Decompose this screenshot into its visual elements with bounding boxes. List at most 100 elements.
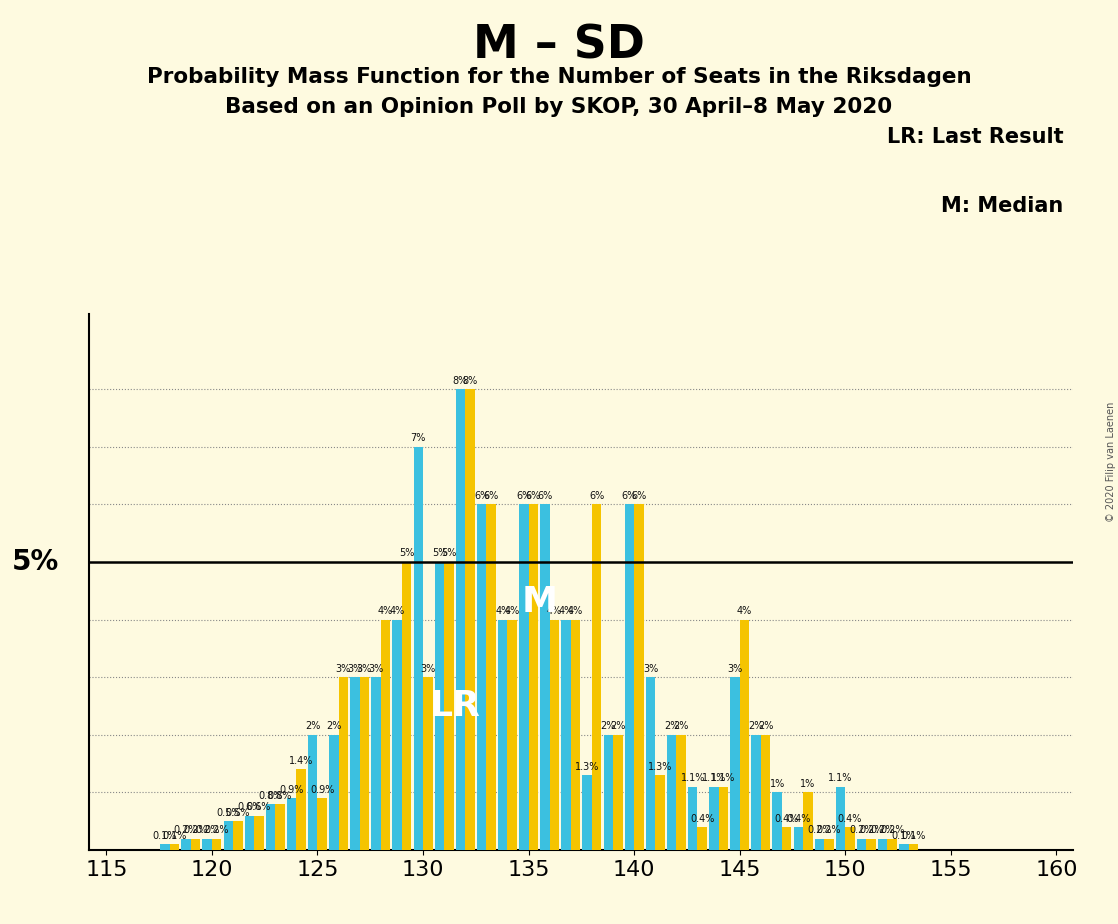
Text: M – SD: M – SD [473, 23, 645, 68]
Bar [465, 389, 475, 850]
Bar [625, 505, 634, 850]
Bar [646, 677, 655, 850]
Bar [688, 786, 698, 850]
Text: 2%: 2% [748, 722, 764, 732]
Text: 0.8%: 0.8% [268, 791, 292, 800]
Text: 1.3%: 1.3% [575, 761, 599, 772]
Bar [591, 505, 601, 850]
Text: 0.4%: 0.4% [786, 813, 811, 823]
Bar [655, 775, 665, 850]
Bar [360, 677, 369, 850]
Bar [296, 770, 306, 850]
Bar [666, 735, 676, 850]
Bar [836, 786, 845, 850]
Text: 3%: 3% [728, 663, 742, 674]
Bar [191, 839, 200, 850]
Text: 1%: 1% [769, 779, 785, 789]
Bar [815, 839, 824, 850]
Bar [392, 620, 401, 850]
Bar [245, 816, 254, 850]
Bar [604, 735, 613, 850]
Text: 0.5%: 0.5% [216, 808, 240, 818]
Text: 3%: 3% [643, 663, 659, 674]
Bar [381, 620, 390, 850]
Bar [730, 677, 740, 850]
Bar [318, 798, 326, 850]
Bar [435, 562, 444, 850]
Text: 1.1%: 1.1% [828, 773, 853, 784]
Text: 3%: 3% [357, 663, 372, 674]
Text: 0.6%: 0.6% [237, 802, 262, 812]
Text: 0.4%: 0.4% [775, 813, 799, 823]
Bar [456, 389, 465, 850]
Bar [719, 786, 728, 850]
Bar [224, 821, 233, 850]
Text: 1.1%: 1.1% [702, 773, 726, 784]
Text: 2%: 2% [673, 722, 689, 732]
Text: 0.9%: 0.9% [310, 784, 334, 795]
Text: 5%: 5% [442, 549, 456, 558]
Bar [444, 562, 454, 850]
Text: 0.9%: 0.9% [280, 784, 304, 795]
Text: 4%: 4% [558, 606, 574, 616]
Text: 0.2%: 0.2% [195, 825, 219, 835]
Text: 2%: 2% [600, 722, 616, 732]
Bar [508, 620, 517, 850]
Bar [307, 735, 318, 850]
Text: 0.2%: 0.2% [850, 825, 874, 835]
Text: 0.2%: 0.2% [173, 825, 198, 835]
Text: 4%: 4% [547, 606, 562, 616]
Text: 0.1%: 0.1% [162, 831, 187, 841]
Bar [794, 827, 803, 850]
Bar [529, 505, 538, 850]
Bar [740, 620, 749, 850]
Text: © 2020 Filip van Laenen: © 2020 Filip van Laenen [1106, 402, 1116, 522]
Text: LR: Last Result: LR: Last Result [887, 127, 1063, 147]
Bar [634, 505, 644, 850]
Bar [582, 775, 591, 850]
Text: 8%: 8% [463, 376, 477, 385]
Text: 6%: 6% [632, 491, 646, 501]
Text: 1.4%: 1.4% [288, 756, 313, 766]
Text: 1.1%: 1.1% [681, 773, 705, 784]
Bar [909, 845, 918, 850]
Text: 5%: 5% [399, 549, 415, 558]
Bar [773, 793, 781, 850]
Bar [414, 446, 423, 850]
Bar [698, 827, 707, 850]
Bar [550, 620, 559, 850]
Bar [170, 845, 179, 850]
Bar [571, 620, 580, 850]
Bar [878, 839, 888, 850]
Bar [287, 798, 296, 850]
Bar [761, 735, 770, 850]
Bar [888, 839, 897, 850]
Text: 0.2%: 0.2% [205, 825, 229, 835]
Bar [856, 839, 866, 850]
Bar [329, 735, 339, 850]
Text: 3%: 3% [420, 663, 435, 674]
Text: M: Median: M: Median [941, 196, 1063, 216]
Text: Probability Mass Function for the Number of Seats in the Riksdagen: Probability Mass Function for the Number… [146, 67, 972, 87]
Text: 2%: 2% [305, 722, 321, 732]
Text: 7%: 7% [410, 433, 426, 444]
Text: Based on an Opinion Poll by SKOP, 30 April–8 May 2020: Based on an Opinion Poll by SKOP, 30 Apr… [226, 97, 892, 117]
Text: 6%: 6% [538, 491, 552, 501]
Bar [498, 620, 508, 850]
Bar [233, 821, 243, 850]
Text: 4%: 4% [378, 606, 394, 616]
Text: 3%: 3% [348, 663, 362, 674]
Text: 1.1%: 1.1% [711, 773, 736, 784]
Text: 2%: 2% [664, 722, 680, 732]
Text: 0.5%: 0.5% [226, 808, 250, 818]
Bar [866, 839, 875, 850]
Bar [423, 677, 433, 850]
Text: 0.2%: 0.2% [859, 825, 883, 835]
Bar [781, 827, 792, 850]
Bar [477, 505, 486, 850]
Text: 0.1%: 0.1% [892, 831, 916, 841]
Text: 4%: 4% [737, 606, 752, 616]
Bar [266, 804, 275, 850]
Text: 0.4%: 0.4% [837, 813, 862, 823]
Text: 3%: 3% [335, 663, 351, 674]
